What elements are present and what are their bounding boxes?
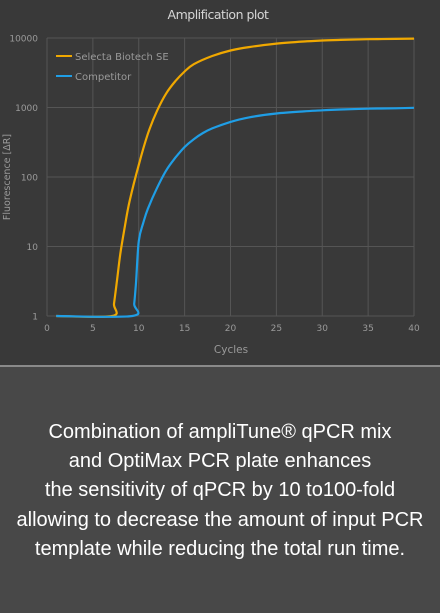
- y-tick-label: 10000: [9, 35, 38, 45]
- y-axis-label: Fluorescence [ΔR]: [2, 134, 13, 220]
- legend-label-competitor: Competitor: [75, 72, 132, 83]
- x-tick-label: 35: [362, 324, 373, 334]
- chart-panel: Amplification plot 0 5 10 15 20 25 30 35 40 1 10 10…: [0, 0, 440, 365]
- axis-ticks: 0 5 10 15 20 25 30 35 40 1 10 100 1000 10000: [9, 35, 420, 335]
- legend-label-selecta: Selecta Biotech SE: [75, 52, 169, 63]
- y-tick-label: 100: [21, 174, 38, 184]
- legend: Selecta Biotech SE Competitor: [56, 52, 169, 83]
- caption-line: Combination of ampliTune® qPCR mix: [48, 421, 392, 443]
- grid-lines: [46, 37, 415, 317]
- x-axis-label: Cycles: [214, 344, 248, 356]
- x-tick-label: 15: [179, 324, 190, 334]
- caption-text: Combination of ampliTune® qPCR mix and O…: [0, 418, 440, 564]
- x-tick-label: 40: [408, 324, 420, 334]
- caption-line: and OptiMax PCR plate enhances: [68, 450, 372, 473]
- series-line-selecta: [56, 37, 415, 318]
- caption-panel: Combination of ampliTune® qPCR mix and O…: [0, 367, 440, 613]
- y-tick-label: 1000: [15, 104, 38, 114]
- y-tick-label: 10: [27, 243, 39, 253]
- y-tick-label: 1: [32, 313, 38, 323]
- amplification-chart: Amplification plot 0 5 10 15 20 25 30 35 40 1 10 10…: [2, 7, 420, 356]
- x-tick-label: 25: [271, 324, 282, 334]
- divider: [0, 365, 440, 367]
- chart-title: Amplification plot: [168, 7, 269, 22]
- caption-line: template while reducing the total run ti…: [34, 537, 406, 560]
- series-line-competitor: [56, 106, 415, 318]
- caption-line: the sensitivity of qPCR by 10 to100-fold: [44, 479, 396, 502]
- x-tick-label: 5: [90, 324, 96, 334]
- x-tick-label: 30: [317, 324, 329, 334]
- series-lines: [56, 37, 415, 318]
- x-tick-label: 0: [44, 324, 50, 334]
- x-tick-label: 10: [133, 324, 145, 334]
- x-tick-label: 20: [225, 324, 237, 334]
- caption-line: allowing to decrease the amount of input…: [16, 508, 424, 531]
